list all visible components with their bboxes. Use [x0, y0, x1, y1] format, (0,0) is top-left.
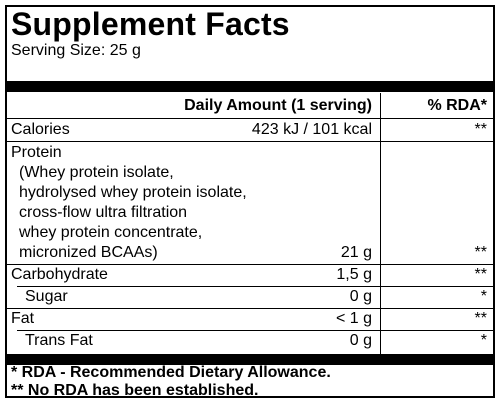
protein-amount: 21 g: [340, 244, 372, 261]
divider-fat: [17, 330, 493, 331]
fat-rda: **: [474, 310, 487, 327]
bottom-thick-divider: [7, 354, 493, 365]
divider-sugar: [7, 308, 493, 309]
sugar-rda: *: [480, 288, 487, 305]
fat-amount: < 1 g: [335, 310, 372, 327]
trans-fat-amount: 0 g: [349, 332, 372, 349]
carbohydrate-rda: **: [474, 266, 487, 283]
sugar-amount: 0 g: [349, 288, 372, 305]
protein-source-line: cross-flow ultra filtration: [19, 204, 188, 221]
carbohydrate-amount: 1,5 g: [336, 266, 372, 283]
protein-source-line: micronized BCAAs): [19, 244, 158, 261]
divider-carbohydrate: [17, 286, 493, 287]
trans-fat-rda: *: [480, 332, 487, 349]
calories-rda: **: [474, 121, 487, 138]
protein-source-line: hydrolysed whey protein isolate,: [19, 184, 247, 201]
divider-header: [7, 118, 493, 119]
serving-size: Serving Size: 25 g: [11, 42, 141, 59]
calories-label: Calories: [11, 121, 70, 138]
supplement-facts-label: Supplement Facts Serving Size: 25 g Dail…: [5, 5, 495, 399]
divider-protein: [7, 264, 493, 265]
trans-fat-label: Trans Fat: [25, 332, 93, 349]
protein-rda: **: [474, 244, 487, 261]
calories-amount: 423 kJ / 101 kcal: [251, 121, 372, 138]
top-thick-divider: [7, 81, 493, 92]
divider-calories: [7, 141, 493, 142]
protein-source-line: (Whey protein isolate,: [19, 164, 174, 181]
fat-label: Fat: [11, 310, 35, 327]
footnote-no-rda: ** No RDA has been established.: [11, 382, 259, 399]
protein-label: Protein: [11, 144, 62, 161]
sugar-label: Sugar: [25, 288, 68, 305]
header-rda: % RDA*: [427, 97, 487, 114]
protein-source-line: whey protein concentrate,: [19, 224, 203, 241]
column-divider: [380, 93, 381, 354]
header-daily-amount: Daily Amount (1 serving): [184, 97, 372, 114]
carbohydrate-label: Carbohydrate: [11, 266, 108, 283]
label-title: Supplement Facts: [11, 6, 290, 42]
footnote-rda: * RDA - Recommended Dietary Allowance.: [11, 364, 331, 381]
